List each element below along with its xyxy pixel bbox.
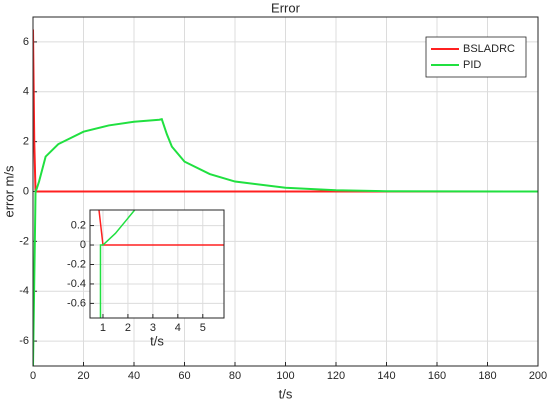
x-tick-label: 20 (77, 370, 89, 382)
y-tick-label: 0.2 (71, 219, 86, 231)
legend-box (425, 36, 527, 78)
x-tick-label: 2 (125, 322, 131, 334)
y-tick-label: 0 (23, 185, 29, 197)
x-axis-label: t/s (279, 386, 293, 401)
y-tick-label: 2 (23, 136, 29, 148)
x-tick-label: 180 (478, 370, 496, 382)
y-tick-label: -2 (19, 235, 29, 247)
data-line (33, 118, 538, 366)
y-tick-label: -0.2 (67, 258, 86, 270)
y-tick-label: 4 (23, 86, 29, 98)
y-tick-label: -4 (19, 285, 29, 297)
x-tick-label: 200 (529, 370, 547, 382)
x-tick-label: 5 (200, 322, 206, 334)
x-tick-label: 80 (229, 370, 241, 382)
series-group (98, 210, 224, 318)
legend-label: BSLADRC (463, 43, 515, 55)
y-tick-label: -6 (19, 335, 29, 347)
y-axis-label: error m/s (1, 165, 16, 218)
y-tick-label: 0 (80, 239, 86, 251)
series-group (33, 29, 538, 366)
x-tick-label: 4 (175, 322, 181, 334)
data-line (33, 29, 538, 193)
x-tick-label: 3 (150, 322, 156, 334)
x-tick-label: 0 (30, 370, 36, 382)
x-tick-label: 160 (428, 370, 446, 382)
chart-title: Error (271, 0, 301, 15)
x-axis-label: t/s (150, 333, 164, 348)
axes-box (89, 209, 225, 319)
x-tick-label: 120 (327, 370, 345, 382)
x-tick-label: 1 (100, 322, 106, 334)
y-tick-label: -0.6 (67, 297, 86, 309)
y-tick-label: -0.4 (67, 278, 86, 290)
x-tick-label: 100 (276, 370, 294, 382)
x-tick-label: 140 (377, 370, 395, 382)
y-tick-label: 6 (23, 36, 29, 48)
x-tick-label: 60 (178, 370, 190, 382)
x-tick-label: 40 (128, 370, 140, 382)
legend-label: PID (463, 59, 481, 71)
axes-box (32, 16, 539, 367)
data-line (99, 210, 136, 318)
